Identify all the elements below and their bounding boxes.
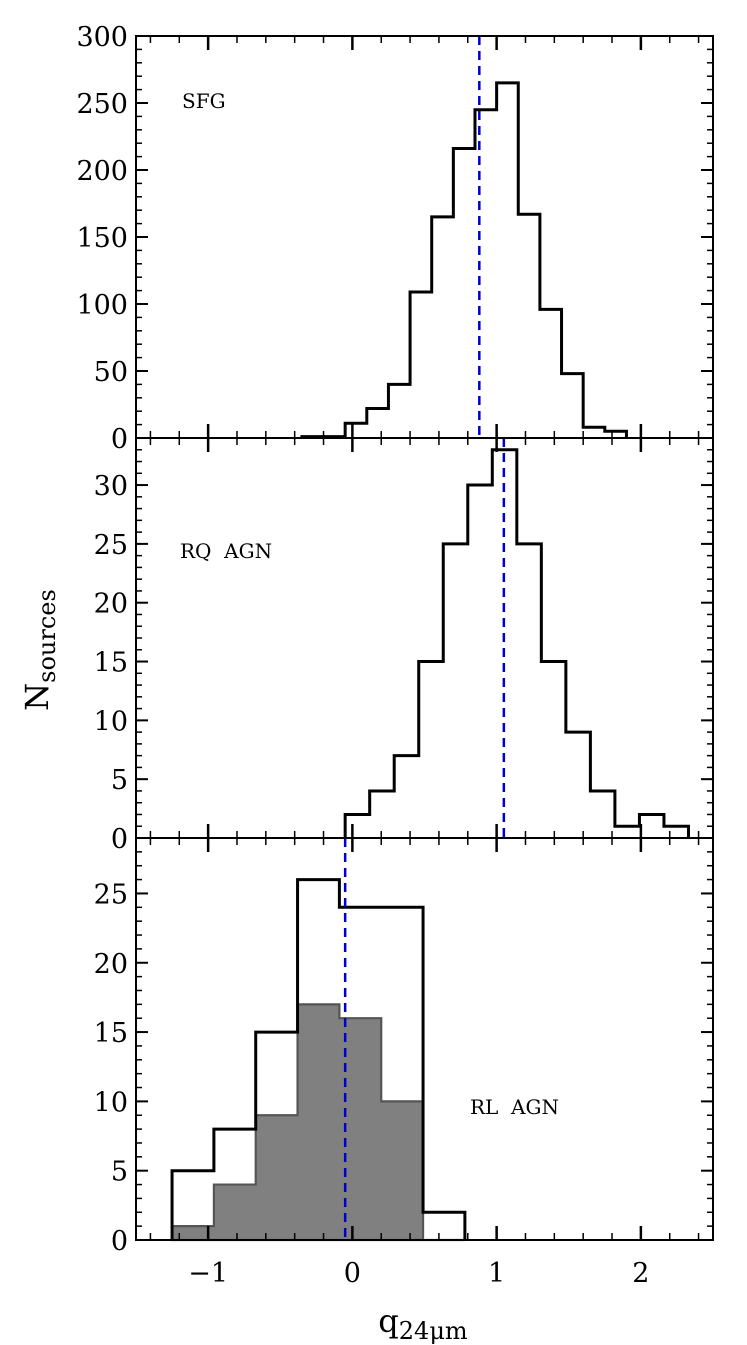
y-tick-label: 20 (94, 589, 128, 620)
y-tick-label: 20 (94, 949, 128, 980)
histogram-step-series (343, 448, 690, 838)
x-tick-label: −1 (188, 1258, 228, 1289)
y-tick-label: 0 (111, 1226, 128, 1257)
y-tick-label: 100 (76, 290, 128, 321)
y-tick-label: 25 (94, 530, 128, 561)
y-tick-label: 30 (94, 471, 128, 502)
panel-2: 0 5 10 15 20 25 30 RQ AGN (94, 437, 714, 855)
x-tick-label: 1 (488, 1258, 505, 1289)
y-tick-label: 25 (94, 879, 128, 910)
y-tick-label: 15 (94, 1018, 128, 1049)
y-tick-label: 0 (111, 424, 128, 455)
y-tick-label: 5 (111, 765, 128, 796)
panel-label: RL AGN (470, 1095, 559, 1119)
panel-frame (135, 437, 714, 839)
y-tick-label: 0 (111, 824, 128, 855)
histogram-step-series (300, 81, 628, 439)
y-tick-label: 15 (94, 648, 128, 679)
y-axis-label: Nsources (18, 589, 61, 711)
x-axis-label: q24μm (378, 1302, 468, 1345)
y-tick-label: 200 (76, 156, 128, 187)
y-tick-label: 10 (94, 706, 128, 737)
y-tick-label: 50 (94, 357, 128, 388)
y-tick-label: 10 (94, 1087, 128, 1118)
histogram-step-series (170, 878, 467, 1240)
histogram-filled-series (170, 1003, 465, 1242)
y-tick-label: 250 (76, 89, 128, 120)
y-tick-label: 5 (111, 1157, 128, 1188)
panel-label: RQ AGN (180, 539, 272, 563)
x-axis-label-sub: 24μm (399, 1317, 468, 1345)
y-axis-label-sub: sources (33, 589, 61, 683)
panel-label: SFG (182, 89, 226, 113)
panel-frame (135, 837, 714, 1241)
y-tick-label: 300 (76, 22, 128, 53)
x-tick-label: 0 (344, 1258, 361, 1289)
x-axis-label-main: q (378, 1302, 398, 1340)
x-tick-label: 2 (632, 1258, 649, 1289)
y-axis-label-main: N (18, 683, 56, 711)
panel-1: 0 50 100 150 200 250 300 SFG (76, 22, 714, 455)
y-tick-label: 150 (76, 223, 128, 254)
panel-3: 0 5 10 15 20 25 −1 0 1 2 RL AGN (94, 837, 714, 1289)
